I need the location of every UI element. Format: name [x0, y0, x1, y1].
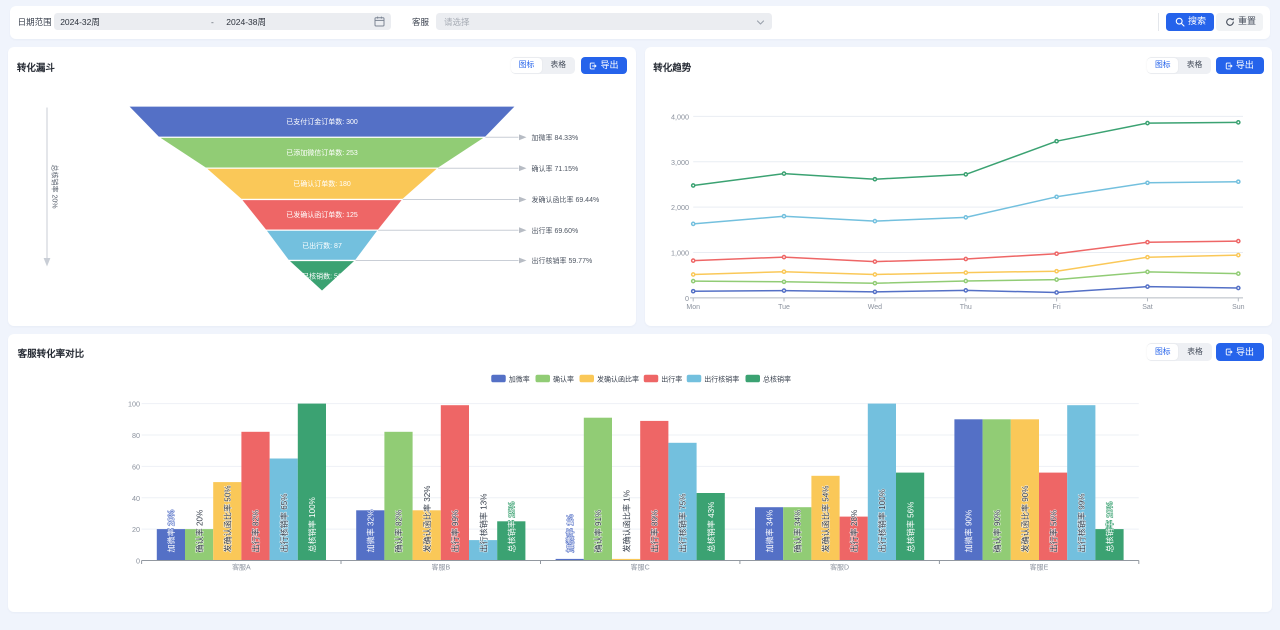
svg-text:总核销率 20%: 总核销率 20% [1105, 502, 1115, 553]
svg-text:4,000: 4,000 [671, 113, 689, 122]
svg-text:总核销率 43%: 总核销率 43% [706, 502, 716, 553]
svg-text:Sat: Sat [1142, 304, 1153, 311]
svg-text:发确认函比率 50%: 发确认函比率 50% [223, 485, 233, 552]
svg-text:2,000: 2,000 [671, 203, 689, 212]
svg-text:总核销率 20%: 总核销率 20% [51, 165, 60, 209]
svg-text:总核销率: 总核销率 [763, 374, 791, 383]
svg-text:发确认函比率 54%: 发确认函比率 54% [821, 485, 831, 552]
svg-text:40: 40 [132, 494, 140, 503]
svg-text:已核销数: 52: 已核销数: 52 [302, 271, 342, 280]
svg-text:客服E: 客服E [1030, 562, 1049, 571]
svg-text:发确认函比率 32%: 发确认函比率 32% [422, 485, 432, 552]
svg-text:出行率 99%: 出行率 99% [450, 510, 460, 553]
svg-text:100: 100 [128, 400, 140, 409]
svg-text:确认率 82%: 确认率 82% [394, 510, 404, 553]
svg-text:Tue: Tue [778, 304, 790, 311]
svg-text:0: 0 [685, 294, 689, 303]
svg-text:20: 20 [132, 525, 140, 534]
svg-text:80: 80 [132, 431, 140, 440]
svg-text:加微率: 加微率 [509, 374, 530, 383]
svg-text:出行核销率 13%: 出行核销率 13% [478, 494, 488, 553]
svg-text:出行率 69.60%: 出行率 69.60% [532, 226, 579, 235]
svg-text:已支付订金订单数: 300: 已支付订金订单数: 300 [286, 117, 358, 126]
svg-text:总核销率 25%: 总核销率 25% [507, 502, 517, 553]
svg-text:已确认订单数: 180: 已确认订单数: 180 [293, 179, 351, 188]
svg-text:发确认函比率 1%: 发确认函比率 1% [621, 490, 631, 553]
svg-text:出行核销率 99%: 出行核销率 99% [1077, 494, 1087, 553]
svg-text:0: 0 [136, 557, 140, 566]
svg-text:出行率 82%: 出行率 82% [251, 510, 261, 553]
svg-text:出行率: 出行率 [661, 374, 682, 383]
svg-text:确认率 90%: 确认率 90% [992, 510, 1002, 553]
svg-text:客服B: 客服B [431, 562, 450, 571]
svg-text:确认率 34%: 确认率 34% [793, 510, 803, 553]
svg-text:出行率 56%: 出行率 56% [1048, 510, 1058, 553]
svg-text:已发确认函订单数: 125: 已发确认函订单数: 125 [286, 210, 358, 219]
svg-text:出行核销率 75%: 出行核销率 75% [678, 494, 688, 553]
svg-text:已出行数: 87: 已出行数: 87 [302, 241, 342, 250]
svg-text:客服D: 客服D [830, 562, 849, 571]
svg-text:确认率 20%: 确认率 20% [194, 510, 204, 553]
svg-text:加微率 34%: 加微率 34% [764, 510, 774, 553]
svg-text:出行率 89%: 出行率 89% [650, 510, 660, 553]
svg-text:Fri: Fri [1053, 304, 1062, 311]
svg-text:加微率 32%: 加微率 32% [366, 510, 376, 553]
svg-text:加微率 20%: 加微率 20% [166, 510, 176, 553]
svg-text:发确认函比率 90%: 发确认函比率 90% [1020, 485, 1030, 552]
svg-text:60: 60 [132, 463, 140, 472]
svg-text:确认率: 确认率 [553, 374, 574, 383]
svg-text:Mon: Mon [686, 304, 700, 311]
svg-text:出行核销率 59.77%: 出行核销率 59.77% [532, 256, 593, 265]
svg-text:出行核销率: 出行核销率 [704, 374, 739, 383]
svg-text:加微率 1%: 加微率 1% [565, 514, 575, 552]
svg-text:Wed: Wed [868, 304, 882, 311]
svg-text:Sun: Sun [1232, 304, 1245, 311]
svg-text:加微率 84.33%: 加微率 84.33% [532, 133, 579, 142]
svg-text:出行率 28%: 出行率 28% [849, 510, 859, 553]
svg-text:Thu: Thu [960, 304, 972, 311]
svg-text:确认率 91%: 确认率 91% [593, 510, 603, 553]
svg-text:发确认函比率: 发确认函比率 [597, 374, 639, 383]
svg-text:加微率 90%: 加微率 90% [964, 510, 974, 553]
svg-text:已添加微信订单数: 253: 已添加微信订单数: 253 [286, 148, 358, 157]
svg-text:3,000: 3,000 [671, 158, 689, 167]
svg-text:出行核销率 100%: 出行核销率 100% [877, 489, 887, 552]
svg-text:出行核销率 65%: 出行核销率 65% [279, 494, 289, 553]
svg-text:总核销率 56%: 总核销率 56% [905, 502, 915, 553]
svg-text:发确认函比率 69.44%: 发确认函比率 69.44% [532, 195, 600, 204]
svg-text:确认率 71.15%: 确认率 71.15% [532, 164, 579, 173]
svg-text:客服C: 客服C [631, 562, 650, 571]
svg-text:总核销率 100%: 总核销率 100% [307, 497, 317, 552]
svg-text:1,000: 1,000 [671, 249, 689, 258]
svg-text:客服A: 客服A [232, 562, 251, 571]
